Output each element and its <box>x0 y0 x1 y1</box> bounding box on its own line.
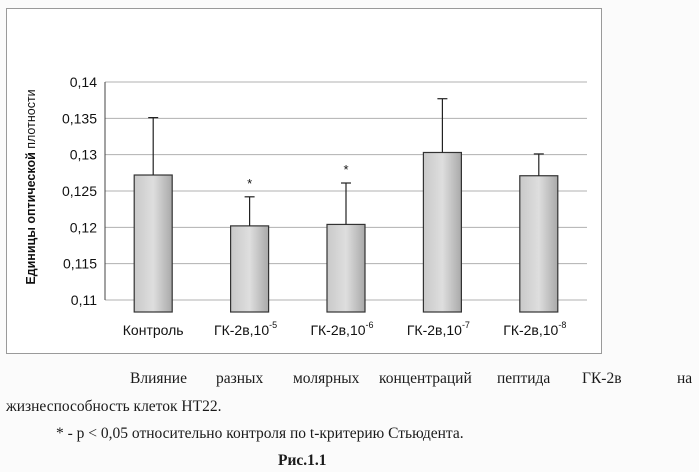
x-category-label: ГК-2в,10-7 <box>407 320 470 338</box>
significance-star: * <box>247 176 252 191</box>
bar <box>423 152 461 312</box>
y-axis-label-bold: Единицы оптической <box>24 152 38 284</box>
bar <box>327 224 365 312</box>
y-tick-label: 0,135 <box>62 110 97 126</box>
bar <box>231 226 269 312</box>
y-axis-label-rest: плотности <box>24 89 38 148</box>
bar <box>134 175 172 312</box>
y-tick-label: 0,125 <box>62 183 97 199</box>
caption-line-2: жизнеспособность клеток НТ22. <box>6 398 221 416</box>
figure-label: Рис.1.1 <box>278 452 327 470</box>
y-tick-label: 0,11 <box>71 292 97 308</box>
caption-word: Влияние <box>130 370 187 388</box>
x-category-label: ГК-2в,10-6 <box>310 320 373 338</box>
bar <box>520 176 558 312</box>
caption-word: ГК-2в <box>582 370 622 388</box>
y-axis-label: Единицы оптической плотности <box>24 89 38 284</box>
y-tick-label: 0,12 <box>70 219 97 235</box>
significance-star: * <box>343 162 348 177</box>
caption-word: пептида <box>497 370 550 388</box>
y-tick-label: 0,14 <box>70 74 97 90</box>
caption-word: на <box>677 370 692 388</box>
bar-chart: 0,11 0,115 0,12 0,125 0,13 0,135 0,14 Контроль *… <box>7 9 603 355</box>
x-category-label: ГК-2в,10-8 <box>503 320 566 338</box>
caption-word: молярных <box>293 370 359 388</box>
x-category-label: ГК-2в,10-5 <box>214 320 277 338</box>
significance-note: * - p < 0,05 относительно контроля по t-… <box>56 425 464 443</box>
caption-word: концентраций <box>379 370 472 388</box>
y-tick-label: 0,13 <box>70 147 97 163</box>
caption-word: разных <box>216 370 263 388</box>
chart-frame: 0,11 0,115 0,12 0,125 0,13 0,135 0,14 Контроль *… <box>6 8 602 354</box>
y-tick-label: 0,115 <box>63 256 97 272</box>
x-category-label: Контроль <box>123 322 184 338</box>
